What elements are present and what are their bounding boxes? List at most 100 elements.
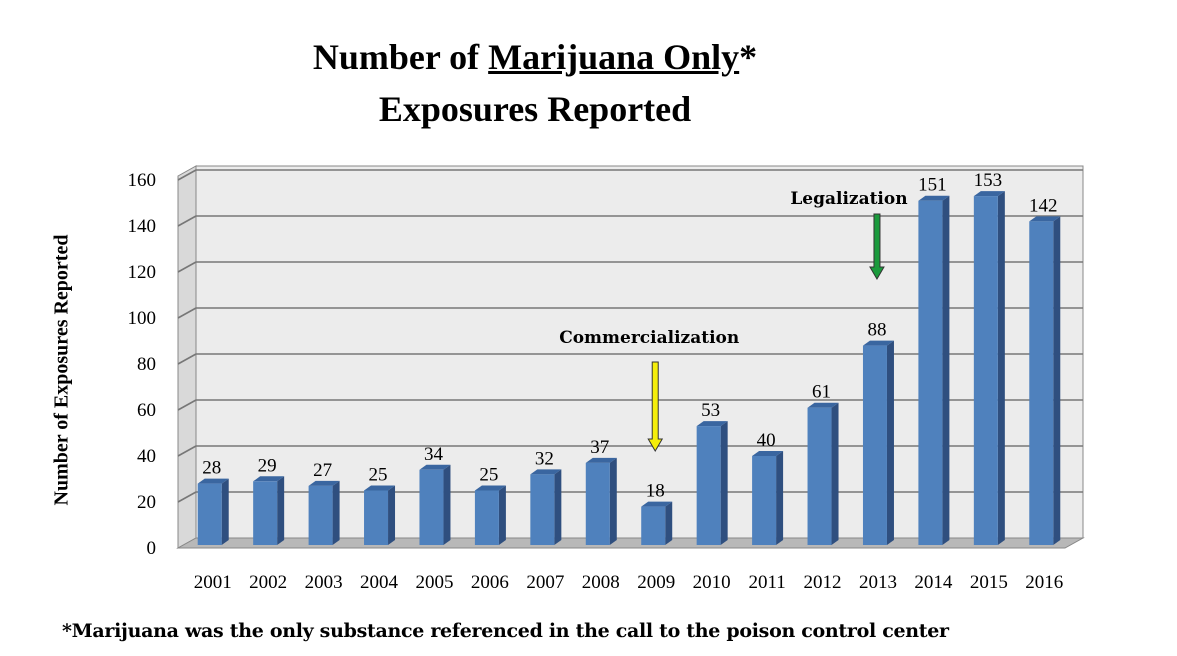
- annotation-label: Commercialization: [559, 328, 739, 348]
- value-label-2011: 40: [757, 430, 776, 451]
- chart-floor: [176, 537, 1085, 549]
- bars: [197, 191, 1061, 545]
- bar-side: [886, 340, 894, 545]
- bar-front: [585, 462, 610, 545]
- y-axis-label: Number of Exposures Reported: [50, 234, 73, 506]
- x-tick-2016: 2016: [1025, 572, 1063, 593]
- bar-front: [1029, 221, 1054, 545]
- bar-top: [641, 501, 673, 507]
- bar-top: [862, 340, 894, 346]
- x-tick-2008: 2008: [582, 572, 620, 593]
- bar-side: [942, 195, 950, 545]
- bar-2008: [585, 457, 617, 545]
- footnote: *Marijuana was the only substance refere…: [62, 620, 949, 642]
- bar-top: [364, 485, 396, 491]
- bar-front: [973, 196, 998, 545]
- x-tick-2013: 2013: [859, 572, 897, 593]
- gridline-side: [177, 399, 197, 411]
- x-tick-2011: 2011: [748, 572, 785, 593]
- value-label-2006: 25: [479, 465, 498, 486]
- bar-top: [530, 469, 562, 475]
- bar-front: [752, 456, 777, 545]
- value-label-2016: 142: [1029, 195, 1058, 216]
- gridline-side: [177, 261, 197, 273]
- y-tick-label: 80: [137, 354, 156, 375]
- bar-front: [696, 426, 721, 545]
- bar-2004: [364, 485, 396, 545]
- bar-2005: [419, 464, 451, 545]
- bar-2006: [474, 485, 506, 545]
- gridline-side: [177, 215, 197, 227]
- x-tick-2012: 2012: [804, 572, 842, 593]
- x-tick-2004: 2004: [360, 572, 399, 593]
- gridline-side: [177, 307, 197, 319]
- title-underlined: Marijuana Only: [488, 37, 740, 77]
- y-tick-label: 100: [128, 308, 157, 329]
- bar-2014: [918, 195, 950, 545]
- x-axis-ticks: 2001 2002 2003 2004 2005 2006 2007 2008 2009 2010…: [194, 572, 1064, 593]
- bar-side: [997, 191, 1005, 545]
- bar-top: [1029, 216, 1061, 222]
- bar-top: [752, 451, 784, 456]
- x-tick-2007: 2007: [526, 572, 564, 593]
- y-tick-label: 40: [137, 446, 156, 467]
- value-labels: 28 29 27 25 34 25 32 37 18 53 40 61 88 151 153 142: [202, 170, 1057, 502]
- bar-front: [419, 469, 444, 545]
- value-label-2007: 32: [535, 448, 554, 469]
- bar-side: [388, 485, 396, 545]
- bar-side: [221, 478, 229, 545]
- bar-front: [530, 474, 555, 545]
- bar-side: [831, 402, 839, 545]
- title-suffix: *: [739, 37, 758, 77]
- value-label-2001: 28: [202, 458, 221, 479]
- bar-2011: [752, 451, 784, 545]
- bar-side: [720, 421, 728, 545]
- x-tick-2006: 2006: [471, 572, 509, 593]
- bar-top: [585, 457, 617, 463]
- gridline-side: [177, 445, 197, 457]
- y-tick-label: 140: [128, 216, 157, 237]
- chart-title-line1: Number of Marijuana Only*: [0, 36, 1070, 78]
- x-tick-2010: 2010: [693, 572, 731, 593]
- down-arrow-icon: [647, 361, 664, 452]
- bar-side: [443, 464, 451, 545]
- value-label-2015: 153: [974, 170, 1003, 191]
- bar-2013: [862, 340, 894, 545]
- value-label-2005: 34: [424, 444, 444, 465]
- bar-front: [641, 506, 666, 545]
- value-label-2014: 151: [918, 175, 947, 196]
- y-tick-label: 0: [147, 538, 157, 559]
- bar-side: [776, 451, 784, 545]
- bar-side: [609, 457, 617, 545]
- bar-2001: [197, 478, 229, 545]
- bar-front: [474, 490, 499, 545]
- bar-top: [973, 191, 1005, 197]
- x-tick-2001: 2001: [194, 572, 232, 593]
- bar-2003: [308, 480, 340, 545]
- value-label-2009: 18: [646, 481, 665, 502]
- x-tick-2005: 2005: [415, 572, 453, 593]
- bar-front: [364, 490, 389, 545]
- x-tick-2009: 2009: [637, 572, 675, 593]
- y-tick-label: 120: [128, 262, 157, 283]
- side-wall: [177, 165, 197, 549]
- bar-2012: [807, 402, 839, 545]
- bar-front: [308, 485, 333, 545]
- chart-title-line2: Exposures Reported: [378, 89, 692, 129]
- bar-side: [554, 469, 562, 545]
- x-tick-2002: 2002: [249, 572, 287, 593]
- value-label-2003: 27: [313, 460, 332, 481]
- x-tick-2015: 2015: [970, 572, 1008, 593]
- bar-side: [277, 476, 285, 545]
- bar-front: [918, 200, 943, 545]
- value-label-2004: 25: [369, 465, 388, 486]
- y-tick-label: 20: [137, 492, 156, 513]
- bar-2002: [253, 476, 285, 545]
- bar-side: [665, 501, 673, 545]
- bar-2007: [530, 469, 562, 545]
- bar-top: [308, 480, 340, 486]
- bar-top: [253, 476, 285, 482]
- value-label-2002: 29: [258, 455, 277, 476]
- value-label-2013: 88: [867, 320, 886, 341]
- bar-top: [197, 478, 229, 484]
